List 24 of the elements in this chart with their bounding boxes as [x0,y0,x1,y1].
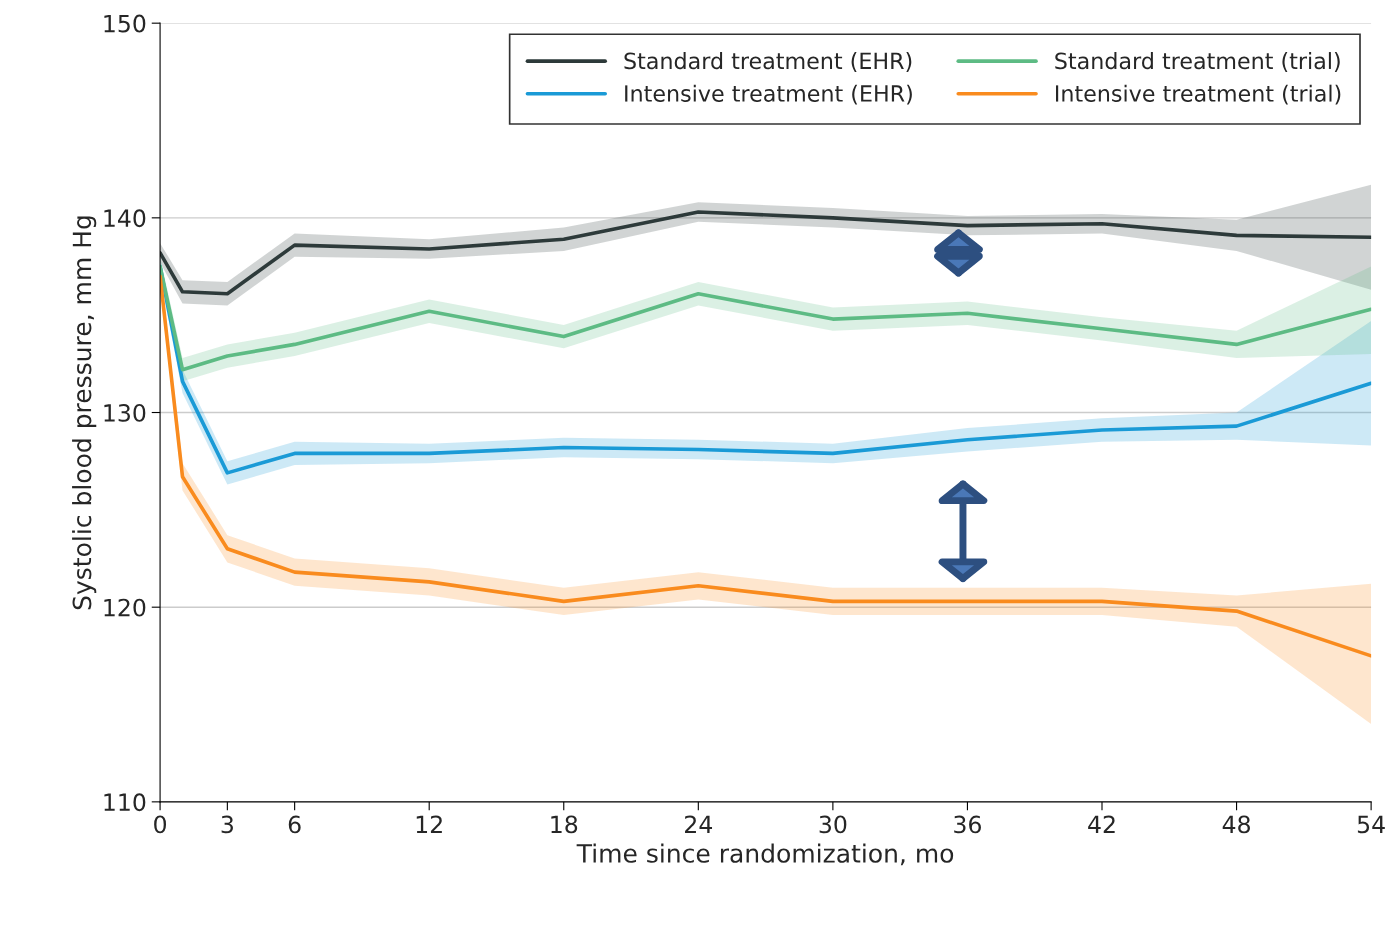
y-tick-label: 130 [104,403,146,422]
x-tick-label: 6 [288,815,301,834]
x-tick-label: 42 [1088,815,1115,833]
y-tick-label: 110 [104,793,146,812]
y-tick-label: 140 [104,209,146,228]
x-tick-label: 54 [1357,815,1385,834]
y-tick-label: 120 [104,598,146,617]
x-tick-label: 12 [416,815,442,833]
x-tick-label: 36 [954,815,981,834]
x-tick-label: 3 [221,815,233,834]
line-series [160,210,1372,296]
x-tick-label: 30 [819,815,847,834]
legend-label: Standard treatment (EHR) [624,52,912,72]
x-tick-label: 24 [685,815,713,833]
y-tick-label: 150 [104,14,146,33]
x-tick-label: 18 [551,815,578,834]
x-tick-label: 48 [1222,815,1250,834]
line-series [160,274,1372,658]
x-axis-title: Time since randomization, mo [576,843,954,866]
legend-label: Standard treatment (trial) [1055,52,1340,72]
legend-label: Intensive treatment (EHR) [625,84,912,105]
x-tick-label: 0 [154,815,167,834]
legend-label: Intensive treatment (trial) [1055,84,1341,105]
y-axis-title: Systolic blood pressure, mm Hg [72,216,97,610]
